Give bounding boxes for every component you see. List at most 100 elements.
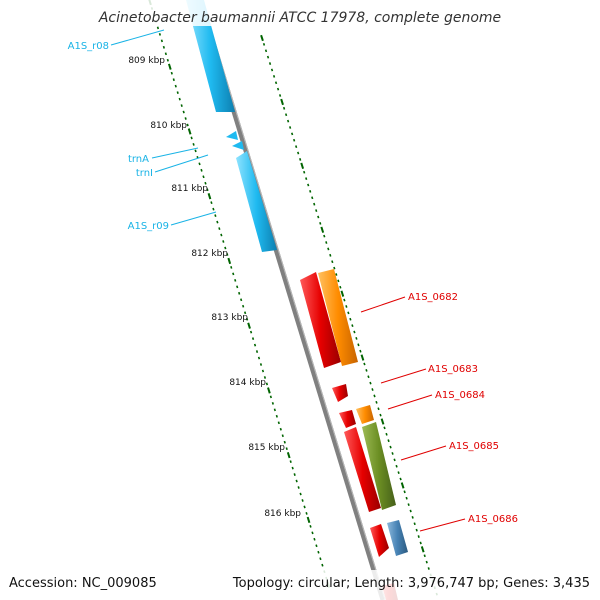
- scale-minor-tick: [291, 132, 294, 136]
- scale-minor-tick: [194, 149, 197, 153]
- scale-minor-tick: [275, 414, 278, 418]
- scale-minor-tick: [176, 91, 179, 95]
- cds-labels: A1S_0682 A1S_0683 A1S_0684 A1S_0685 A1S_…: [408, 292, 518, 525]
- scale-minor-tick: [242, 304, 245, 308]
- scale-minor-tick: [301, 499, 304, 502]
- scale-minor-tick: [367, 375, 370, 379]
- scale-minor-tick: [210, 201, 213, 205]
- cds-feature-A1S_0684[interactable]: [339, 410, 356, 428]
- scale-minor-tick: [335, 273, 338, 276]
- rna-labels: A1S_r08 trnA trnI A1S_r09: [68, 41, 169, 232]
- scale-minor-tick: [276, 87, 280, 91]
- scale-minor-tick: [353, 330, 356, 334]
- scale-major-tick: [320, 226, 325, 233]
- scale-minor-tick: [347, 311, 350, 315]
- genome-summary-text: Topology: circular; Length: 3,976,747 bp…: [232, 576, 590, 591]
- scale-minor-tick: [283, 440, 286, 444]
- scale-minor-tick: [427, 567, 430, 570]
- scale-minor-tick: [397, 471, 400, 475]
- scale-minor-tick: [212, 207, 215, 211]
- label-A1S_r09[interactable]: A1S_r09: [128, 221, 169, 232]
- cds-leader-lines: [360, 296, 466, 532]
- scale-major-tick: [340, 290, 345, 297]
- cds-feature-A1S_0684b[interactable]: [356, 405, 374, 424]
- scale-minor-tick: [279, 427, 282, 431]
- scale-minor-tick: [251, 337, 255, 341]
- scale-minor-tick: [309, 524, 312, 528]
- scale-minor-tick: [313, 537, 316, 541]
- scale-major-tick: [267, 387, 271, 394]
- scale-minor-tick: [206, 188, 209, 192]
- label-A1S_0685[interactable]: A1S_0685: [449, 441, 499, 452]
- scale-minor-tick: [164, 52, 167, 56]
- label-trnI[interactable]: trnI: [136, 168, 153, 179]
- scale-minor-tick: [180, 104, 183, 107]
- rna-feature-A1S_r09[interactable]: [236, 151, 277, 252]
- scale-minor-tick: [261, 369, 265, 373]
- scale-minor-tick: [182, 110, 185, 114]
- label-A1S_r08[interactable]: A1S_r08: [68, 41, 109, 52]
- cds-feature-A1S_0682b[interactable]: [318, 269, 358, 366]
- scale-minor-tick: [317, 215, 320, 219]
- scale-major-tick: [306, 516, 311, 524]
- trna-feature-trnA[interactable]: [226, 131, 238, 140]
- scale-minor-tick: [369, 381, 372, 385]
- cds-feature-A1S_0685b[interactable]: [362, 422, 396, 510]
- scale-minor-tick: [226, 253, 229, 256]
- label-A1S_0682[interactable]: A1S_0682: [408, 292, 458, 303]
- scale-major-tick: [167, 63, 172, 70]
- scale-major-tick: [300, 162, 305, 169]
- label-trnA[interactable]: trnA: [128, 154, 149, 165]
- cds-feature-A1S_0686[interactable]: [370, 524, 389, 557]
- scale-major-tick: [286, 451, 291, 459]
- scale-minor-tick: [289, 460, 292, 463]
- scale-minor-tick: [379, 413, 382, 417]
- scale-minor-tick: [262, 43, 266, 46]
- scale-label-810: 810 kbp: [150, 121, 187, 131]
- scale-minor-tick: [289, 126, 292, 129]
- cds-feature-A1S_0686b[interactable]: [387, 520, 408, 556]
- scale-minor-tick: [311, 196, 314, 200]
- scale-minor-tick: [313, 202, 316, 206]
- scale-minor-tick: [385, 432, 388, 436]
- scale-minor-tick: [309, 190, 312, 193]
- cds-feature-A1S_0685[interactable]: [344, 427, 381, 512]
- scale-major-tick: [360, 354, 365, 361]
- scale-major-tick: [400, 482, 405, 489]
- scale-label-811: 811 kbp: [171, 184, 208, 194]
- label-A1S_0686[interactable]: A1S_0686: [468, 514, 518, 525]
- scale-minor-tick: [359, 349, 362, 353]
- scale-minor-tick: [285, 447, 288, 451]
- feature-track: [186, 0, 408, 600]
- scale-minor-tick: [268, 62, 272, 65]
- label-A1S_0683[interactable]: A1S_0683: [428, 364, 478, 375]
- scale-minor-tick: [271, 401, 274, 405]
- scale-minor-tick: [351, 324, 354, 328]
- scale-minor-tick: [293, 138, 296, 142]
- scale-minor-tick: [281, 434, 284, 438]
- scale-minor-tick: [331, 260, 334, 264]
- cds-feature-A1S_0683[interactable]: [332, 384, 348, 402]
- label-A1S_0684[interactable]: A1S_0684: [435, 390, 485, 401]
- scale-minor-tick: [357, 343, 360, 347]
- scale-minor-tick: [224, 246, 227, 250]
- scale-minor-tick: [305, 512, 308, 515]
- scale-minor-tick: [315, 209, 318, 212]
- scale-minor-tick: [323, 234, 326, 238]
- scale-major-tick: [207, 193, 212, 200]
- scale-minor-tick: [425, 560, 428, 564]
- scale-minor-tick: [216, 220, 219, 224]
- trna-feature-trnI[interactable]: [232, 141, 244, 150]
- scale-ring: [148, 0, 331, 588]
- scale-label-813: 813 kbp: [211, 313, 248, 323]
- rna-leader-lines: [110, 29, 217, 226]
- scale-minor-tick: [395, 464, 398, 468]
- scale-labels: 809 kbp 810 kbp 811 kbp 812 kbp 813 kbp …: [128, 56, 301, 519]
- scale-minor-tick: [411, 515, 414, 519]
- rna-feature-A1S_r08[interactable]: [186, 0, 235, 112]
- scale-minor-tick: [419, 541, 422, 545]
- cds-feature-A1S_0682[interactable]: [300, 272, 341, 368]
- scale-minor-tick: [273, 408, 276, 412]
- scale-label-816: 816 kbp: [264, 509, 301, 519]
- scale-minor-tick: [200, 168, 203, 172]
